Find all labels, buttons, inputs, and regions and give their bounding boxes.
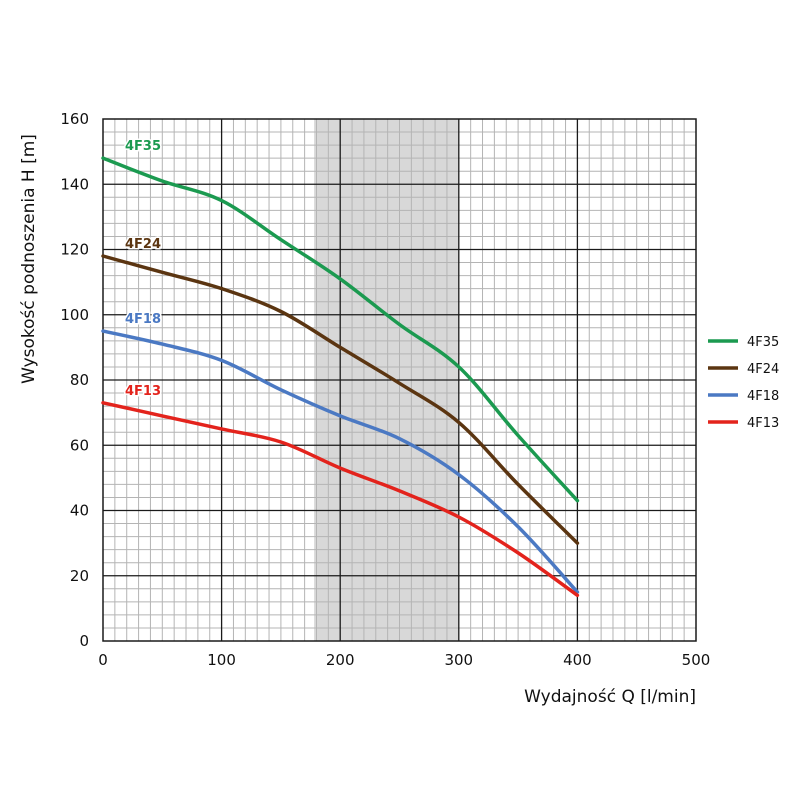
x-tick-label: 200 — [326, 651, 355, 669]
grid-layer — [102, 118, 697, 642]
plot-frame — [102, 118, 697, 642]
series-label-4f35: 4F35 — [125, 139, 161, 154]
legend-label-4f35: 4F35 — [747, 335, 779, 350]
series-label-4f18: 4F18 — [125, 312, 161, 327]
y-tick-label: 40 — [70, 502, 89, 520]
series-layer — [101, 156, 580, 598]
legend-label-4f24: 4F24 — [747, 362, 779, 377]
legend: 4F35 4F24 4F18 4F13 — [708, 335, 779, 431]
x-tick-label: 100 — [207, 651, 236, 669]
x-tick-label: 0 — [98, 651, 108, 669]
series-label-layer: 4F35 4F24 4F18 4F13 — [124, 138, 163, 401]
y-tick-label: 60 — [70, 436, 89, 454]
tick-label-layer: 0 100 200 300 400 500 0 20 40 60 80 100 120 140 160 — [60, 110, 710, 669]
series-line-4f13 — [101, 401, 580, 598]
series-label-4f13: 4F13 — [125, 384, 161, 399]
y-tick-label: 80 — [70, 371, 89, 389]
y-axis-title: Wysokość podnoszenia H [m] — [19, 134, 39, 384]
x-tick-label: 500 — [682, 651, 711, 669]
legend-label-4f13: 4F13 — [747, 416, 779, 431]
y-tick-label: 100 — [60, 306, 89, 324]
y-tick-label: 160 — [60, 110, 89, 128]
series-line-4f35 — [101, 156, 580, 503]
x-tick-label: 300 — [444, 651, 473, 669]
y-tick-label: 20 — [70, 567, 89, 585]
x-tick-label: 400 — [563, 651, 592, 669]
y-tick-label: 120 — [60, 241, 89, 259]
legend-label-4f18: 4F18 — [747, 389, 779, 404]
series-line-4f24 — [101, 254, 580, 545]
y-tick-label: 140 — [60, 175, 89, 193]
series-label-4f24: 4F24 — [125, 237, 161, 252]
y-tick-label: 0 — [79, 632, 89, 650]
series-line-4f18 — [101, 329, 580, 594]
x-axis-title: Wydajność Q [l/min] — [524, 687, 696, 707]
